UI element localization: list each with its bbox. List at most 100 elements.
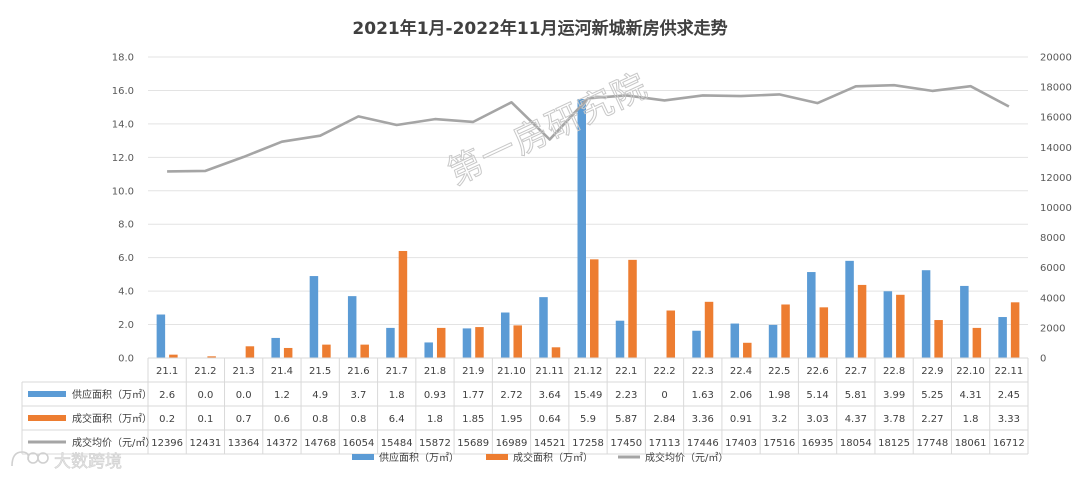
bar-supply [386, 327, 395, 358]
table-cell: 3.78 [883, 414, 905, 425]
legend-label: 供应面积（万㎡） [379, 451, 459, 464]
table-cell: 14768 [304, 438, 336, 449]
line-series [167, 83, 1010, 173]
x-tick-label: 22.8 [883, 366, 905, 377]
x-tick-label: 21.3 [233, 366, 255, 377]
table-cell: 3.2 [771, 414, 787, 425]
y-tick-label-left: 10.0 [112, 186, 134, 197]
row-swatch [28, 391, 66, 397]
table-cell: 2.6 [159, 390, 175, 401]
table-cell: 1.8 [963, 414, 979, 425]
y-tick-label-right: 16000 [1040, 113, 1072, 124]
table-cell: 1.98 [768, 390, 790, 401]
x-tick-label: 21.6 [347, 366, 369, 377]
y-tick-label-right: 20000 [1040, 53, 1072, 64]
bar-supply [615, 320, 625, 358]
bar-transaction [934, 320, 943, 358]
table-cell: 13364 [228, 438, 260, 449]
bar-transaction [896, 294, 905, 358]
bar-supply [309, 276, 319, 358]
bar-supply [960, 285, 969, 358]
x-tick-label: 22.11 [995, 366, 1024, 377]
bar-transaction [1010, 302, 1020, 358]
table-cell: 2.84 [653, 414, 675, 425]
bar-transaction [207, 356, 216, 358]
legend-swatch [352, 454, 374, 460]
x-tick-label: 22.6 [806, 366, 828, 377]
bar-transaction [245, 346, 255, 358]
bar-supply [462, 328, 472, 358]
table-cell: 3.03 [806, 414, 828, 425]
table-cell: 3.7 [350, 390, 366, 401]
bar-supply [424, 342, 433, 358]
table-cell: 1.8 [427, 414, 443, 425]
bar-transaction [551, 347, 561, 358]
table-cell: 0.0 [236, 390, 252, 401]
table-cell: 15689 [457, 438, 489, 449]
table-cell: 2.45 [998, 390, 1020, 401]
watermark: 第一房研究院 [442, 66, 655, 194]
bar-transaction [513, 325, 522, 358]
y-tick-label-right: 2000 [1040, 323, 1065, 334]
legend: 供应面积（万㎡） 成交面积（万㎡） 成交均价（元/㎡） [352, 451, 728, 464]
table-cell: 1.63 [692, 390, 714, 401]
table-cell: 12431 [189, 438, 221, 449]
legend-label: 成交面积（万㎡） [513, 451, 593, 464]
bar-transaction [322, 344, 331, 358]
y-tick-label-left: 12.0 [112, 153, 134, 164]
table-cell: 15872 [419, 438, 451, 449]
bar-transaction [743, 342, 752, 358]
table-cell: 18054 [840, 438, 872, 449]
x-tick-label: 22.1 [615, 366, 637, 377]
line-avg-price [167, 83, 1010, 173]
data-table: 21.1 21.2 21.3 21.4 21.5 21.6 21.7 21.8 21.9 21.1… [21, 357, 1029, 455]
bar-transaction [360, 344, 369, 358]
table-cell: 15.49 [574, 390, 603, 401]
x-tick-label: 21.1 [156, 366, 178, 377]
y-tick-label-left: 18.0 [112, 53, 134, 64]
legend-swatch [486, 454, 508, 460]
table-cell: 0.8 [350, 414, 366, 425]
gridlines [148, 56, 1028, 359]
bar-transaction [972, 327, 982, 358]
bar-supply [500, 312, 510, 358]
table-cell: 18125 [878, 438, 910, 449]
table-cell: 4.31 [959, 390, 981, 401]
table-cell: 17403 [725, 438, 757, 449]
x-tick-label: 21.4 [271, 366, 293, 377]
table-cell: 14521 [534, 438, 566, 449]
bar-supply [883, 291, 893, 358]
bar-supply [845, 260, 854, 358]
table-cell: 0.0 [197, 390, 213, 401]
table-cell: 15484 [381, 438, 413, 449]
table-cell: 0.6 [274, 414, 290, 425]
table-cell: 0.1 [197, 414, 213, 425]
brand-name: 大数跨境 [54, 452, 122, 472]
bar-transaction [781, 304, 790, 358]
table-cell: 17748 [916, 438, 948, 449]
bar-transaction [436, 327, 446, 358]
table-cell: 2.27 [921, 414, 943, 425]
bar-supply [807, 272, 816, 358]
table-cell: 5.87 [615, 414, 637, 425]
bar-transaction [169, 354, 178, 358]
row-swatch [28, 415, 66, 421]
bar-transaction [475, 327, 484, 358]
table-cell: 6.4 [389, 414, 405, 425]
table-cell: 17258 [572, 438, 604, 449]
table-cell: 0.8 [312, 414, 328, 425]
table-cell: 2.06 [730, 390, 752, 401]
x-tick-label: 22.3 [692, 366, 714, 377]
table-cell: 3.99 [883, 390, 905, 401]
x-tick-label: 22.4 [730, 366, 752, 377]
table-cell: 0.64 [539, 414, 561, 425]
table-cell: 16054 [343, 438, 375, 449]
x-tick-label: 21.10 [497, 366, 526, 377]
table-cell: 12396 [151, 438, 183, 449]
table-cell: 2.72 [500, 390, 522, 401]
y-tick-label-left: 8.0 [118, 220, 134, 231]
x-tick-label: 22.5 [768, 366, 790, 377]
row-label: 成交面积（万㎡） [72, 412, 152, 425]
x-tick-label: 21.11 [535, 366, 564, 377]
